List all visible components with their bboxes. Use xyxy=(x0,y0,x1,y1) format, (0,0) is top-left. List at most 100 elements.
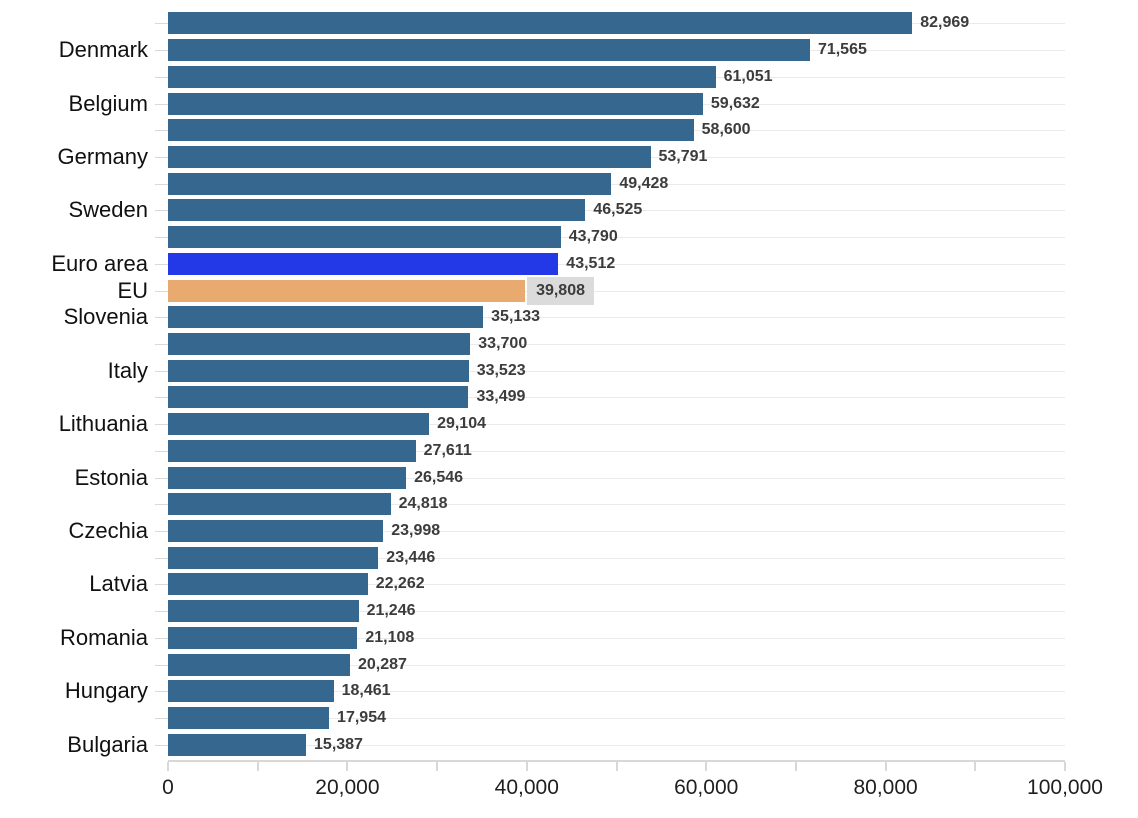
category-label: EU xyxy=(117,277,148,303)
gridline xyxy=(168,557,1065,559)
bar-row: Euro area 43,512 xyxy=(0,250,1065,277)
plot-cell: 26,546 xyxy=(155,464,1065,491)
plot-cell: 59,632 xyxy=(155,90,1065,117)
x-tick xyxy=(346,762,349,771)
bar-country xyxy=(168,172,612,195)
y-tick xyxy=(155,76,168,78)
plot-cell: 53,791 xyxy=(155,144,1065,171)
bar-row: 82,969 xyxy=(0,10,1065,37)
bar-country xyxy=(168,520,384,543)
bar-row: 24,818 xyxy=(0,491,1065,518)
plot-cell: 22,262 xyxy=(155,571,1065,598)
value-label: 33,499 xyxy=(476,388,526,406)
gridline xyxy=(168,263,1065,265)
bar-and-value: 20,287 xyxy=(168,651,1065,678)
value-label: 35,133 xyxy=(491,308,541,326)
gridline xyxy=(168,237,1065,239)
category-label: Slovenia xyxy=(63,304,148,330)
bar-and-value: 82,969 xyxy=(168,10,1065,37)
plot-cell: 46,525 xyxy=(155,197,1065,224)
value-label: 43,790 xyxy=(568,228,618,246)
bar-country xyxy=(168,493,391,516)
gridline xyxy=(168,370,1065,372)
y-tick xyxy=(155,531,168,533)
bar-row: 58,600 xyxy=(0,117,1065,144)
bar-and-value: 33,523 xyxy=(168,357,1065,384)
value-label: 46,525 xyxy=(593,201,643,219)
y-tick xyxy=(155,691,168,693)
category-label: Bulgaria xyxy=(67,731,148,757)
value-label: 59,632 xyxy=(710,94,760,112)
bar-and-value: 15,387 xyxy=(168,731,1065,758)
value-label: 15,387 xyxy=(314,735,363,753)
gridline xyxy=(168,584,1065,586)
bar-country xyxy=(168,546,379,569)
category-label: Estonia xyxy=(74,464,148,490)
category-label: Euro area xyxy=(51,250,148,276)
x-tick xyxy=(974,762,977,771)
value-label: 61,051 xyxy=(723,67,773,85)
y-tick xyxy=(155,156,168,158)
y-tick xyxy=(155,504,168,506)
y-tick xyxy=(155,317,168,319)
category-label: Hungary xyxy=(64,678,148,704)
bar-and-value: 46,525 xyxy=(168,197,1065,224)
value-label: 71,565 xyxy=(817,41,867,59)
y-tick xyxy=(155,450,168,452)
bar-country xyxy=(168,39,810,62)
x-tick-label: 20,000 xyxy=(315,776,380,799)
x-tick xyxy=(794,762,797,771)
gridline xyxy=(168,477,1065,479)
bar-and-value: 29,104 xyxy=(168,411,1065,438)
plot-cell: 43,512 xyxy=(155,250,1065,277)
bar-country xyxy=(168,653,350,676)
plot-cell: 33,523 xyxy=(155,357,1065,384)
y-tick xyxy=(155,103,168,105)
plot-cell: 82,969 xyxy=(155,10,1065,37)
plot-cell: 49,428 xyxy=(155,170,1065,197)
value-label: 29,104 xyxy=(437,415,486,433)
bar-country xyxy=(168,65,716,88)
plot-cell: 58,600 xyxy=(155,117,1065,144)
bar-country xyxy=(168,573,368,596)
value-label: 39,808 xyxy=(527,276,594,305)
bar-row: 17,954 xyxy=(0,705,1065,732)
bar-eu xyxy=(168,279,526,302)
gridline xyxy=(168,664,1065,666)
value-label: 53,791 xyxy=(658,147,708,165)
bar-row: 21,246 xyxy=(0,598,1065,625)
value-label: 49,428 xyxy=(619,174,669,192)
x-tick-label: 60,000 xyxy=(674,776,739,799)
x-tick xyxy=(884,762,887,771)
value-label: 58,600 xyxy=(701,121,751,139)
plot-cell: 71,565 xyxy=(155,37,1065,64)
value-label: 20,287 xyxy=(357,655,407,673)
bar-and-value: 23,446 xyxy=(168,544,1065,571)
y-tick xyxy=(155,23,168,25)
bar-country xyxy=(168,386,469,409)
bar-and-value: 24,818 xyxy=(168,491,1065,518)
value-label: 18,461 xyxy=(341,682,391,700)
gridline xyxy=(168,718,1065,720)
bar-euro-area xyxy=(168,252,559,275)
bar-country xyxy=(168,413,430,436)
plot-cell: 27,611 xyxy=(155,438,1065,465)
y-tick xyxy=(155,50,168,52)
x-tick xyxy=(256,762,259,771)
bar-row: Czechia 23,998 xyxy=(0,518,1065,545)
bar-and-value: 23,998 xyxy=(168,518,1065,545)
bar-and-value: 49,428 xyxy=(168,170,1065,197)
bar-row: Germany 53,791 xyxy=(0,144,1065,171)
gridline xyxy=(168,744,1065,746)
bar-country xyxy=(168,733,307,756)
bar-country xyxy=(168,466,407,489)
bar-country xyxy=(168,359,469,382)
bar-and-value: 71,565 xyxy=(168,37,1065,64)
plot-rows: 82,969 Denmark 71,565 61,051 Belgium 59,632 58… xyxy=(0,10,1065,758)
bar-and-value: 26,546 xyxy=(168,464,1065,491)
plot-cell: 35,133 xyxy=(155,304,1065,331)
gridline xyxy=(168,290,1065,292)
category-label: Sweden xyxy=(68,197,148,223)
bar-country xyxy=(168,439,416,462)
